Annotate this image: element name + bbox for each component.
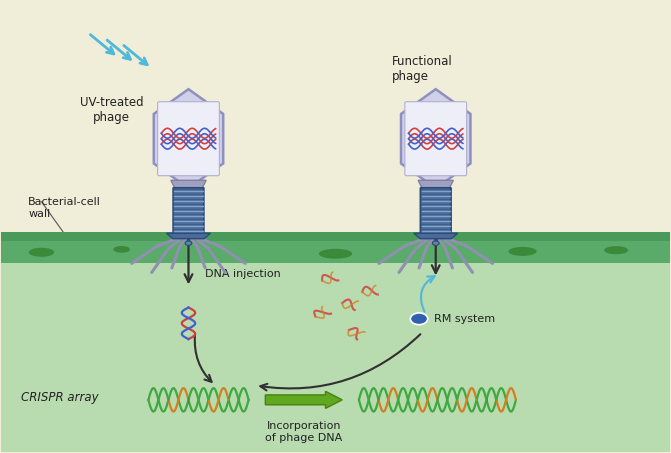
- Text: DNA injection: DNA injection: [205, 269, 281, 279]
- Ellipse shape: [319, 249, 352, 259]
- FancyBboxPatch shape: [1, 248, 670, 452]
- Circle shape: [411, 313, 427, 325]
- FancyBboxPatch shape: [420, 188, 451, 234]
- Text: UV-treated
phage: UV-treated phage: [80, 96, 144, 124]
- Text: RM system: RM system: [433, 314, 495, 324]
- Text: Functional
phage: Functional phage: [393, 55, 453, 83]
- FancyBboxPatch shape: [1, 232, 670, 241]
- Ellipse shape: [509, 247, 537, 256]
- Polygon shape: [166, 233, 211, 239]
- Text: CRISPR array: CRISPR array: [21, 391, 99, 404]
- Circle shape: [185, 241, 192, 246]
- FancyArrow shape: [265, 391, 342, 409]
- Polygon shape: [154, 89, 223, 188]
- Text: Bacterial-cell
wall: Bacterial-cell wall: [28, 197, 101, 219]
- Polygon shape: [171, 180, 206, 188]
- FancyBboxPatch shape: [173, 188, 204, 234]
- FancyBboxPatch shape: [158, 101, 219, 176]
- Polygon shape: [401, 89, 470, 188]
- FancyBboxPatch shape: [405, 101, 466, 176]
- Polygon shape: [418, 180, 454, 188]
- Ellipse shape: [29, 248, 54, 257]
- Ellipse shape: [604, 246, 628, 254]
- Circle shape: [432, 241, 439, 246]
- FancyBboxPatch shape: [1, 233, 670, 263]
- Ellipse shape: [113, 246, 130, 253]
- Text: Incorporation
of phage DNA: Incorporation of phage DNA: [266, 421, 343, 443]
- Polygon shape: [414, 233, 458, 239]
